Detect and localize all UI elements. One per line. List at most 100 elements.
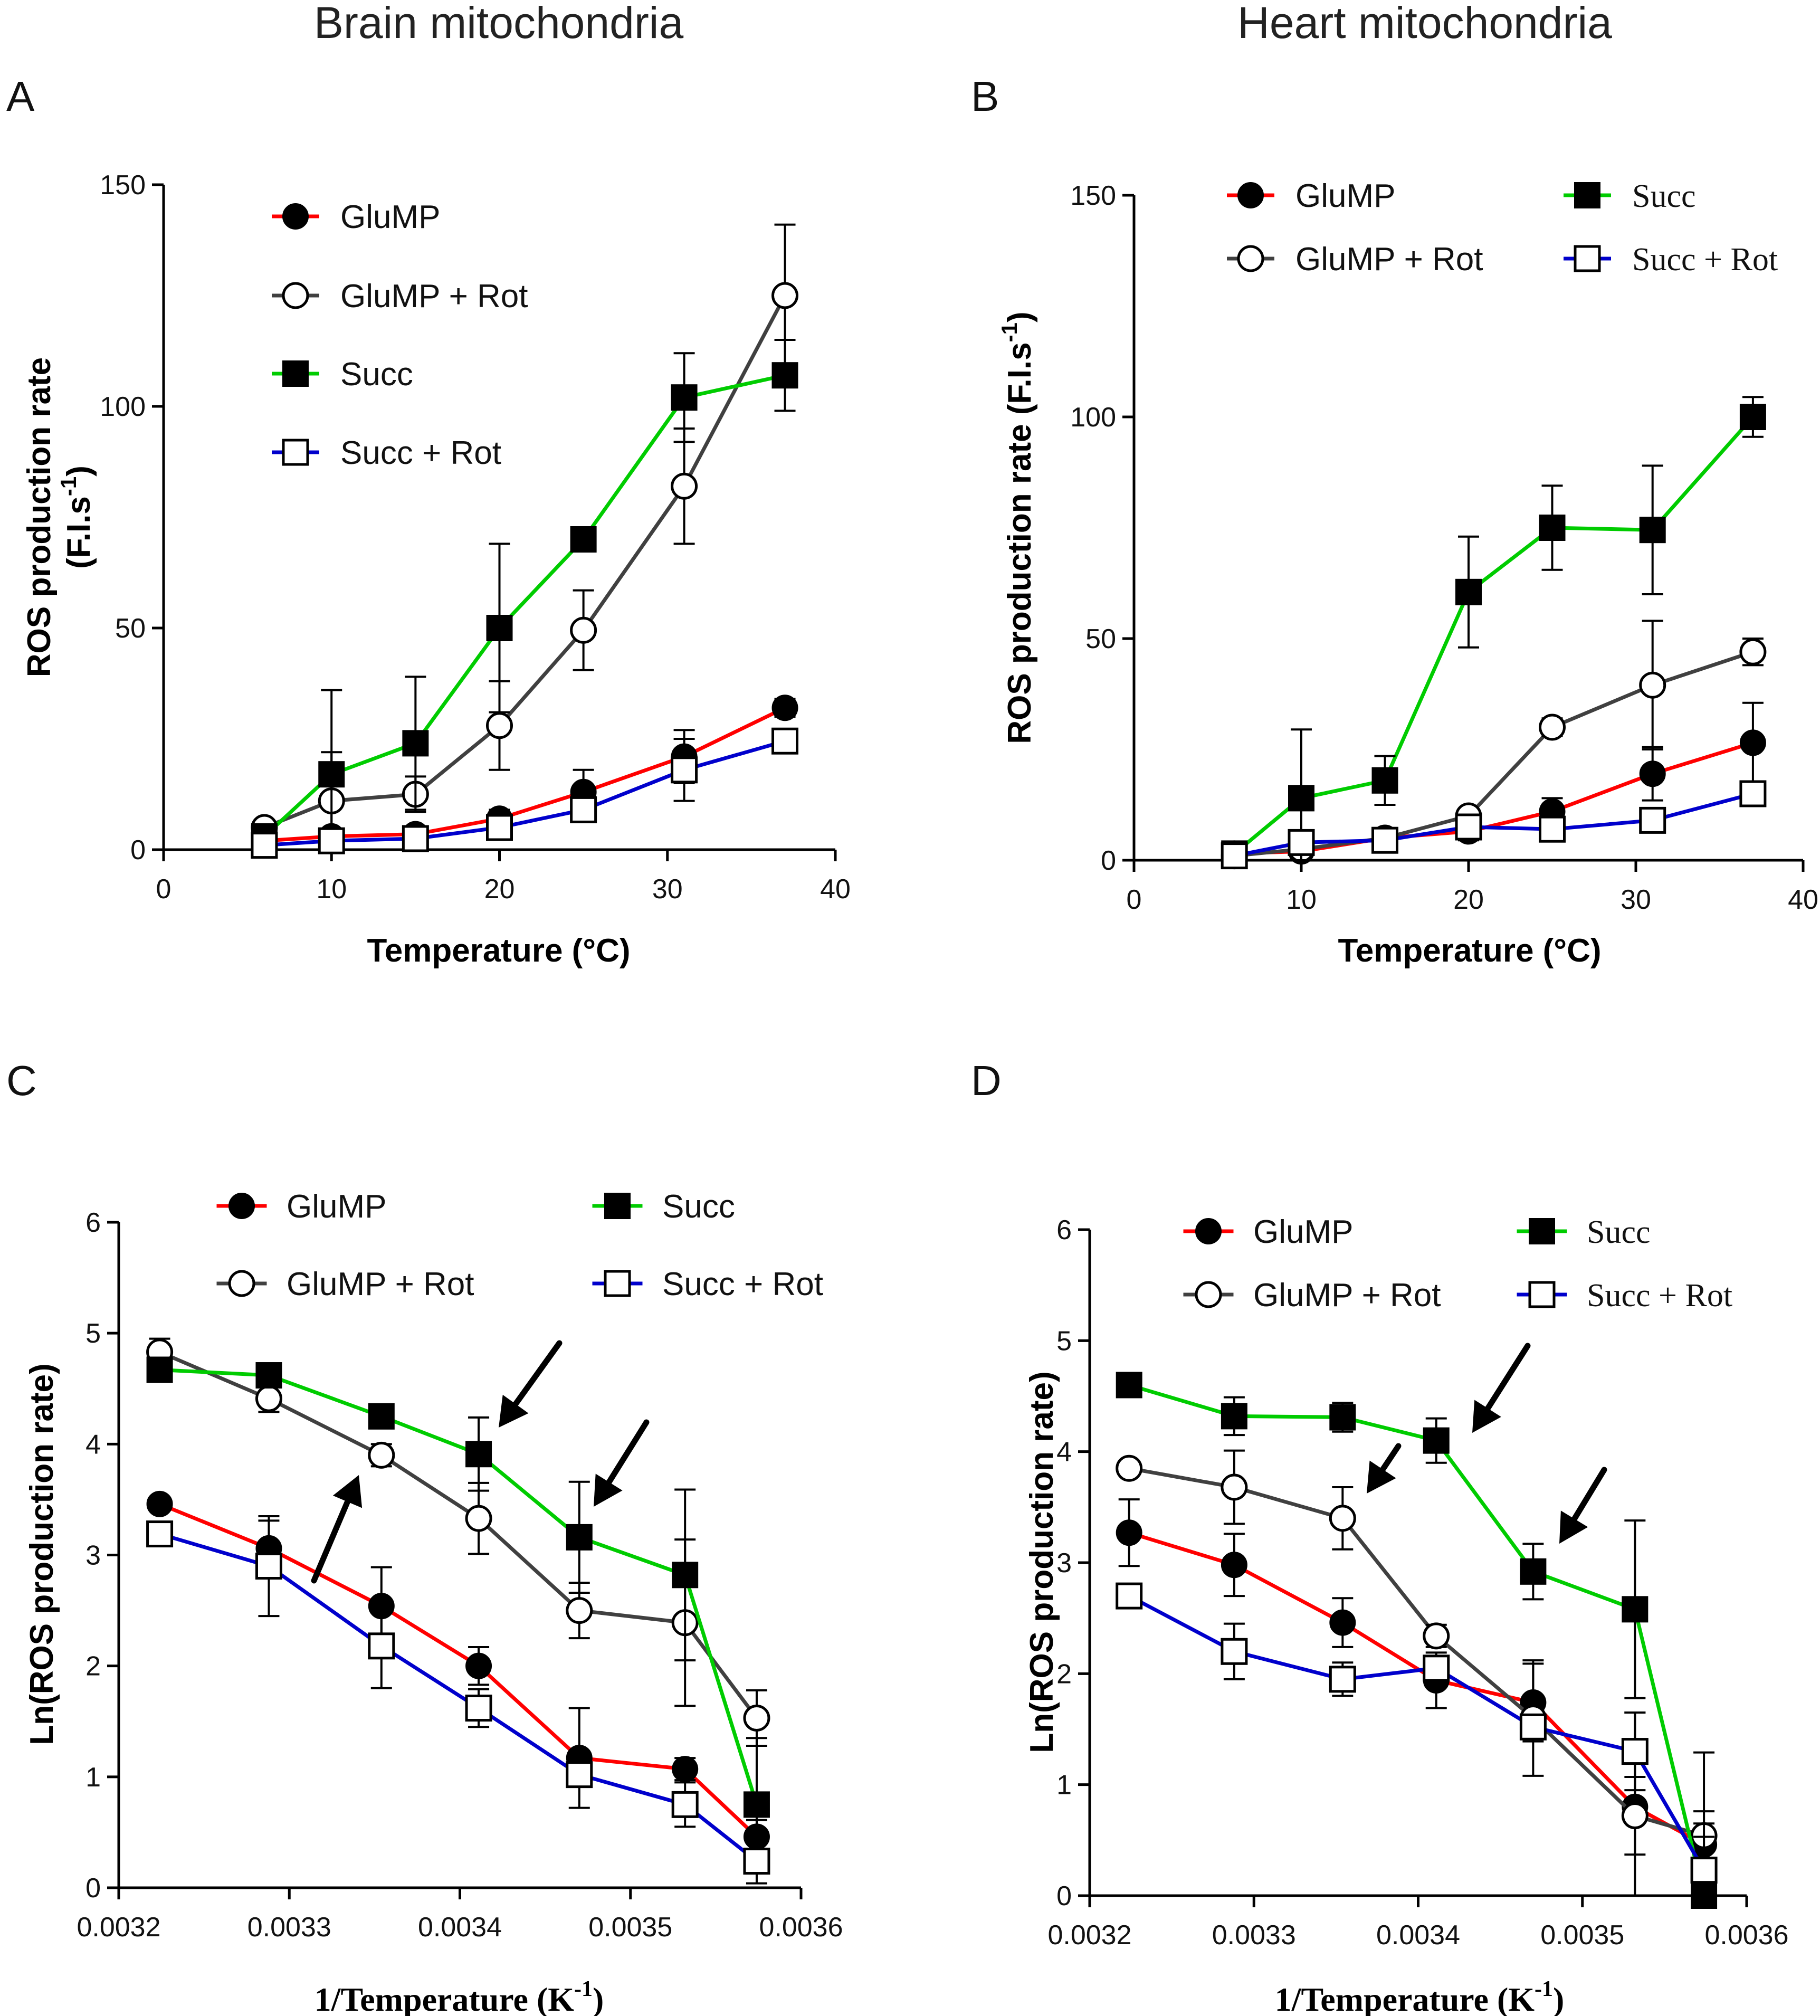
arrow-shaft xyxy=(1380,1443,1402,1472)
data-point xyxy=(1116,1582,1143,1610)
data-point xyxy=(1455,578,1482,605)
data-point xyxy=(1639,517,1666,544)
x-tick-label: 20 xyxy=(484,874,515,905)
data-point xyxy=(570,616,597,644)
legend-marker xyxy=(604,1193,631,1219)
data-point xyxy=(1539,714,1566,741)
panel-d: D 0 1 2 3 4 5 6 0.0032 0.0033 0.0034 0.0035 0.0036 1/… xyxy=(971,1057,1789,2016)
data-point xyxy=(486,814,513,841)
y-tick-label: 50 xyxy=(1085,624,1116,654)
legend-marker xyxy=(228,1270,255,1297)
series-succ-rot xyxy=(1116,1582,1718,1897)
data-point xyxy=(1639,760,1666,787)
legend-marker xyxy=(1529,1218,1555,1244)
x-axis-label-text: 1/Temperature (K xyxy=(315,1981,575,2016)
legend: GluMP GluMP + Rot Succ Succ + Rot xyxy=(272,199,528,471)
legend-item-succ: Succ xyxy=(1564,178,1696,214)
arrow-head xyxy=(499,1394,529,1428)
annotation-arrow xyxy=(1559,1467,1607,1544)
x-tick-label: 30 xyxy=(1621,885,1651,915)
x-tick-label: 20 xyxy=(1453,885,1484,915)
x-tick-label: 0.0035 xyxy=(1540,1920,1624,1951)
x-axis-label-text: Temperature (°C) xyxy=(367,933,630,969)
y-tick-label: 3 xyxy=(1056,1548,1072,1578)
annotation-arrow xyxy=(1367,1443,1402,1494)
legend-marker xyxy=(1574,182,1600,208)
legend-label: Succ xyxy=(1587,1214,1651,1250)
annotation-arrow xyxy=(311,1475,363,1584)
y-tick-label: 5 xyxy=(85,1318,101,1349)
legend-label: Succ + Rot xyxy=(340,435,501,471)
data-point xyxy=(1221,1638,1248,1665)
data-point xyxy=(672,1756,699,1783)
series-line xyxy=(159,1502,758,1838)
data-point xyxy=(1455,813,1482,841)
data-point xyxy=(465,1505,492,1532)
legend-label: Succ + Rot xyxy=(1587,1278,1732,1314)
data-point xyxy=(1116,1372,1142,1399)
legend-marker xyxy=(1528,1281,1556,1308)
data-point xyxy=(671,384,698,411)
data-point xyxy=(1329,1505,1356,1532)
y-axis-label: Ln(ROS production rate) xyxy=(1024,1371,1060,1753)
data-point xyxy=(1739,729,1766,756)
data-point xyxy=(1116,1519,1142,1546)
arrow-shaft xyxy=(1485,1343,1531,1412)
data-point xyxy=(743,1704,770,1732)
y-tick-label: 2 xyxy=(1056,1659,1072,1689)
data-point xyxy=(465,1441,492,1468)
series-line xyxy=(159,1368,759,1805)
panel-a: A 0 50 100 150 0 10 20 30 40 Temperature (°C) ROS p… xyxy=(6,73,851,969)
data-point xyxy=(402,730,429,757)
legend-marker xyxy=(282,282,309,309)
data-point xyxy=(570,796,597,823)
x-tick-label: 0.0036 xyxy=(1704,1920,1788,1951)
x-tick-label: 0.0036 xyxy=(759,1912,843,1943)
x-tick-label: 40 xyxy=(1788,885,1818,915)
series-line xyxy=(1129,1466,1705,1838)
legend-item-glump: GluMP xyxy=(1227,178,1395,214)
panel-letter: A xyxy=(6,73,35,120)
x-tick-label: 0.0033 xyxy=(247,1912,331,1943)
legend-label: GluMP xyxy=(340,199,440,235)
data-point xyxy=(771,695,798,721)
data-point xyxy=(566,1524,593,1551)
legend-marker xyxy=(1237,182,1264,208)
column-title-heart: Heart mitochondria xyxy=(1237,0,1612,47)
y-tick-label: 6 xyxy=(85,1207,101,1238)
data-point xyxy=(743,1848,770,1875)
y-axis-label-line2: (F.I.s-1) xyxy=(56,465,97,569)
x-axis-label-text: Temperature (°C) xyxy=(1338,933,1601,969)
annotation-arrow xyxy=(499,1340,563,1428)
y-tick-label: 3 xyxy=(85,1540,101,1571)
data-point xyxy=(1371,826,1398,854)
arrow-shaft xyxy=(1571,1467,1607,1522)
data-point xyxy=(1690,1857,1718,1884)
legend-item-glump-rot: GluMP + Rot xyxy=(1227,241,1483,278)
data-point xyxy=(743,1791,770,1818)
panel-b: B 0 50 100 150 0 10 20 30 40 Temperature (°C) ROS p… xyxy=(971,73,1818,969)
x-tick-label: 30 xyxy=(652,874,683,905)
x-axis-label: Temperature (°C) xyxy=(1338,933,1601,969)
series-succ-rot xyxy=(251,727,799,859)
y-tick-label: 0 xyxy=(1056,1881,1072,1912)
y-tick-label: 0 xyxy=(130,835,146,866)
legend-marker xyxy=(228,1193,255,1219)
legend-label: GluMP + Rot xyxy=(287,1266,474,1302)
data-point xyxy=(368,1632,395,1660)
series-glump-rot xyxy=(251,223,799,851)
data-point xyxy=(146,1490,173,1517)
y-tick-label: 6 xyxy=(1056,1215,1072,1245)
y-axis-label-text: ROS production rate (F.I.s xyxy=(1002,342,1038,744)
series-line xyxy=(159,1532,758,1863)
column-title-brain: Brain mitochondria xyxy=(314,0,684,47)
series-succ xyxy=(1221,396,1766,867)
y-axis-label: Ln(ROS production rate) xyxy=(24,1363,60,1745)
legend-item-succ-rot: Succ + Rot xyxy=(1517,1278,1732,1314)
data-point xyxy=(146,1356,173,1383)
data-point xyxy=(1639,671,1666,699)
legend-label: Succ + Rot xyxy=(1632,242,1778,278)
data-point xyxy=(486,712,513,739)
y-axis-label-text: (F.I.s xyxy=(61,496,97,569)
data-point xyxy=(771,282,799,309)
